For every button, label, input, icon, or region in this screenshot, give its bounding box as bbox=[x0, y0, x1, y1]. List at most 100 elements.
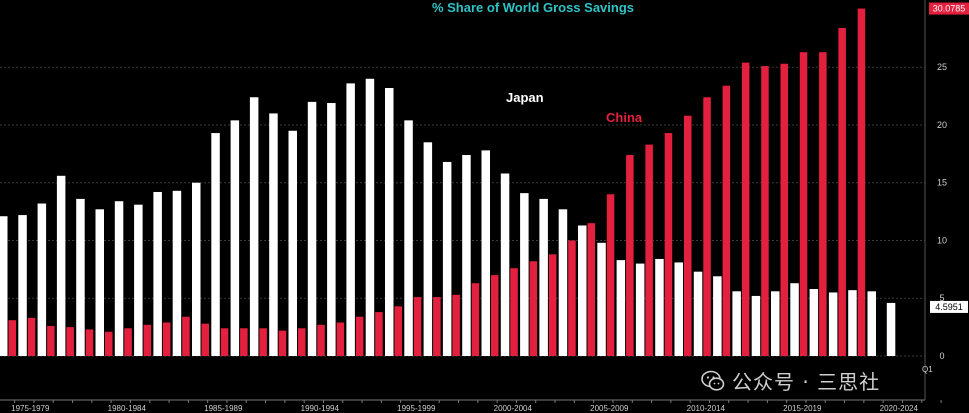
y-tick-label: 15 bbox=[937, 178, 947, 188]
y-tick-label: 10 bbox=[937, 235, 947, 245]
bar-china bbox=[819, 52, 827, 356]
bar-japan bbox=[616, 260, 626, 356]
x-tick-label: 1980-1984 bbox=[108, 404, 147, 413]
bar-japan bbox=[327, 103, 336, 357]
bar-japan bbox=[693, 271, 703, 356]
bars-layer bbox=[0, 8, 896, 357]
bar-china bbox=[240, 328, 248, 356]
series-label-china: China bbox=[606, 110, 643, 125]
bar-china bbox=[336, 322, 345, 356]
x-tick-label: 2020-2024 bbox=[880, 404, 919, 413]
bar-china bbox=[27, 317, 36, 356]
bar-japan bbox=[269, 113, 278, 356]
bar-japan bbox=[192, 182, 201, 356]
bar-china bbox=[510, 268, 518, 356]
bar-china bbox=[433, 297, 441, 356]
bar-japan bbox=[288, 130, 297, 356]
bar-china bbox=[626, 155, 634, 356]
bar-china bbox=[471, 283, 480, 356]
y-tick-label: 20 bbox=[937, 120, 947, 130]
x-tick-label: 1990-1994 bbox=[301, 404, 340, 413]
wechat-logo-icon bbox=[701, 370, 725, 391]
bar-china bbox=[298, 328, 306, 356]
bar-china bbox=[741, 62, 750, 357]
bar-china bbox=[105, 331, 113, 356]
bar-china bbox=[761, 66, 769, 356]
bar-japan bbox=[520, 193, 529, 356]
bar-china bbox=[47, 325, 55, 356]
bar-china bbox=[780, 63, 788, 357]
bar-japan bbox=[0, 216, 8, 356]
bar-china bbox=[857, 8, 866, 356]
bar-china bbox=[413, 297, 422, 356]
corner-q1-mark: Q1 bbox=[922, 365, 933, 374]
last-value-box-china bbox=[929, 2, 969, 15]
bar-japan bbox=[462, 155, 471, 356]
bar-japan bbox=[886, 302, 896, 356]
bar-japan bbox=[751, 295, 761, 356]
bar-china bbox=[645, 144, 653, 356]
bar-china bbox=[259, 328, 267, 356]
bar-japan bbox=[37, 203, 47, 356]
bar-china bbox=[606, 194, 615, 356]
bar-japan bbox=[423, 142, 433, 356]
bar-japan bbox=[848, 290, 857, 356]
bar-japan bbox=[732, 291, 741, 356]
bar-japan bbox=[771, 291, 780, 356]
bar-japan bbox=[404, 120, 413, 356]
bar-china bbox=[529, 261, 538, 356]
bar-china bbox=[375, 312, 383, 356]
bar-japan bbox=[385, 88, 394, 357]
bar-japan bbox=[56, 175, 66, 356]
y-tick-label: 25 bbox=[937, 62, 947, 72]
y-tick-label: 0 bbox=[939, 351, 944, 361]
series-label-japan: Japan bbox=[506, 90, 544, 105]
bar-china bbox=[124, 328, 132, 356]
x-tick-label: 1985-1989 bbox=[204, 404, 243, 413]
x-tick-label: 1995-1999 bbox=[397, 404, 436, 413]
bar-japan bbox=[172, 190, 182, 356]
last-value-label-japan: 4.5951 bbox=[935, 302, 963, 312]
bar-china bbox=[799, 52, 808, 356]
bar-china bbox=[394, 306, 402, 356]
bar-china bbox=[85, 329, 94, 356]
bar-china bbox=[703, 97, 711, 357]
bar-china bbox=[684, 115, 692, 356]
bar-japan bbox=[365, 78, 375, 356]
bar-china bbox=[838, 27, 846, 356]
bar-japan bbox=[249, 97, 259, 357]
bar-japan bbox=[500, 173, 510, 356]
bar-japan bbox=[134, 204, 143, 356]
bar-japan bbox=[809, 289, 819, 356]
bar-japan bbox=[18, 215, 27, 356]
bar-japan bbox=[578, 225, 587, 356]
bar-china bbox=[8, 320, 16, 356]
bar-china bbox=[491, 275, 499, 356]
x-tick-label: 2000-2004 bbox=[494, 404, 533, 413]
last-value-box-japan bbox=[930, 300, 968, 313]
watermark-text: 公众号 · 三思社 bbox=[732, 370, 881, 394]
x-tick-label: 2005-2009 bbox=[590, 404, 629, 413]
bar-china bbox=[201, 323, 209, 356]
bar-japan bbox=[211, 133, 220, 356]
bar-japan bbox=[307, 101, 317, 356]
bar-japan bbox=[76, 198, 85, 356]
bar-japan bbox=[655, 258, 664, 356]
y-tick-label: 5 bbox=[939, 293, 944, 303]
bar-japan bbox=[481, 150, 490, 356]
bar-japan bbox=[790, 283, 799, 356]
bar-japan bbox=[442, 161, 452, 356]
bar-japan bbox=[114, 201, 124, 356]
bar-china bbox=[548, 254, 557, 356]
x-tick-label: 1975-1979 bbox=[11, 404, 50, 413]
bar-japan bbox=[558, 209, 568, 356]
bar-japan bbox=[867, 291, 876, 356]
bar-china bbox=[317, 324, 325, 356]
bar-china bbox=[355, 316, 364, 356]
bar-japan bbox=[828, 292, 838, 356]
bar-japan bbox=[539, 198, 548, 356]
x-tick-label: 2015-2019 bbox=[783, 404, 822, 413]
bar-china bbox=[278, 330, 287, 356]
